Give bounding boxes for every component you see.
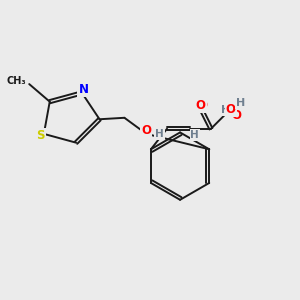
Text: N: N bbox=[78, 83, 88, 97]
Text: H: H bbox=[221, 105, 230, 115]
Text: O: O bbox=[226, 103, 236, 116]
Text: O: O bbox=[231, 109, 242, 122]
Text: H: H bbox=[236, 98, 245, 108]
Text: H: H bbox=[190, 130, 199, 140]
Text: O: O bbox=[141, 124, 152, 137]
Text: O: O bbox=[197, 99, 207, 112]
Text: S: S bbox=[36, 129, 45, 142]
Text: CH₃: CH₃ bbox=[7, 76, 26, 86]
Text: O: O bbox=[196, 99, 206, 112]
Text: H: H bbox=[155, 129, 164, 139]
